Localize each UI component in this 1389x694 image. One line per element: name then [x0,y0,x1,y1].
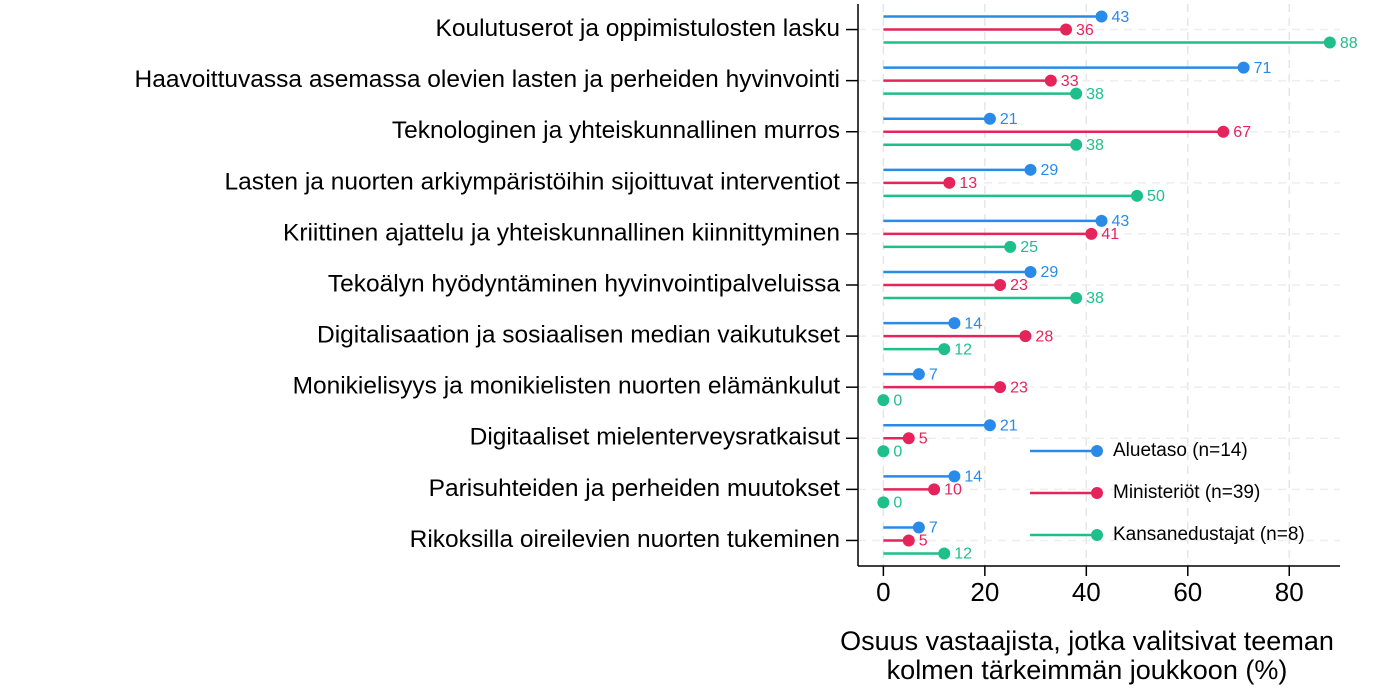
y-tick-label: Tekoälyn hyödyntäminen hyvinvointipalvel… [328,270,840,297]
dot [1044,74,1057,87]
legend-label: Kansanedustajat (n=8) [1113,524,1305,545]
value-label: 88 [1340,35,1358,52]
value-label: 13 [959,175,977,192]
value-label: 0 [893,443,902,460]
dot [1024,266,1037,278]
x-tick-label: 60 [1173,577,1202,607]
value-label: 67 [1233,124,1251,141]
value-label: 38 [1086,86,1104,103]
y-tick-label: Kriittinen ajattelu ja yhteiskunnallinen… [283,219,840,246]
dot [912,521,925,534]
y-tick-label: Rikoksilla oireilevien nuorten tukeminen [410,526,840,553]
value-label: 7 [929,366,938,383]
dot [1131,189,1144,202]
y-tick-label: Monikielisyys ja monikielisten nuorten e… [293,373,841,400]
x-tick-label: 80 [1275,577,1304,607]
dot [877,496,890,509]
x-tick-label: 0 [876,577,890,607]
value-label: 28 [1035,328,1053,345]
y-tick-label: Lasten ja nuorten arkiympäristöihin sijo… [224,168,840,195]
x-axis-label: Osuus vastaajista, jotka valitsivat teem… [840,626,1334,656]
dot [1323,36,1336,49]
x-tick-label: 40 [1072,577,1101,607]
value-label: 25 [1020,239,1038,256]
value-label: 23 [1010,379,1028,396]
value-label: 5 [919,533,928,550]
dot [1019,330,1032,343]
dot [1060,23,1073,36]
value-label: 12 [954,546,972,563]
y-tick-label: Digitaaliset mielenterveysratkaisut [470,424,841,451]
y-tick-label: Haavoittuvassa asemassa olevien lasten j… [135,66,840,93]
x-axis-label: kolmen tärkeimmän joukkoon (%) [887,655,1288,685]
dot [1004,240,1017,253]
dot [938,547,951,560]
value-label: 5 [919,430,928,447]
dot [983,112,996,125]
dot [948,317,961,330]
value-label: 12 [954,341,972,358]
value-label: 0 [893,495,902,512]
dot [1070,138,1083,151]
dot [994,279,1007,291]
legend-dot [1091,487,1103,499]
dot [912,368,925,381]
dot [902,534,915,547]
value-label: 21 [1000,417,1018,434]
dot [983,419,996,432]
value-label: 29 [1041,264,1059,281]
value-label: 43 [1112,9,1130,26]
value-label: 43 [1112,213,1130,230]
value-label: 71 [1254,60,1272,77]
value-label: 38 [1086,290,1104,307]
value-label: 21 [1000,111,1018,128]
legend-label: Aluetaso (n=14) [1113,440,1248,461]
y-tick-label: Parisuhteiden ja perheiden muutokset [429,475,841,502]
value-label: 23 [1010,277,1028,294]
value-label: 38 [1086,137,1104,154]
y-tick-label: Koulutuserot ja oppimistulosten lasku [436,15,840,42]
dot [943,176,956,189]
dot [1085,227,1098,240]
dot [938,343,951,356]
y-tick-label: Digitalisaation ja sosiaalisen median va… [317,322,840,349]
dot [1024,163,1037,176]
value-label: 10 [944,482,962,499]
dot [1095,10,1108,23]
dot [902,432,915,445]
dot [1070,292,1083,304]
value-label: 33 [1061,73,1079,90]
value-label: 7 [929,520,938,537]
dot [994,381,1007,394]
y-tick-label: Teknologinen ja yhteiskunnallinen murros [392,117,840,144]
dot [928,483,941,496]
value-label: 50 [1147,188,1165,205]
value-label: 0 [893,392,902,409]
dot [1070,87,1083,100]
legend-label: Ministeriöt (n=39) [1113,482,1260,503]
dot [1217,125,1230,138]
dot [1095,214,1108,227]
legend-dot [1091,445,1103,457]
dot [1237,61,1250,74]
value-label: 41 [1101,226,1119,243]
value-label: 14 [964,315,982,332]
legend-dot [1091,529,1103,541]
dot [948,470,961,483]
dot [877,445,890,458]
value-label: 36 [1076,22,1094,39]
value-label: 29 [1041,162,1059,179]
dot [877,394,890,407]
x-tick-label: 20 [970,577,999,607]
value-label: 14 [964,469,982,486]
